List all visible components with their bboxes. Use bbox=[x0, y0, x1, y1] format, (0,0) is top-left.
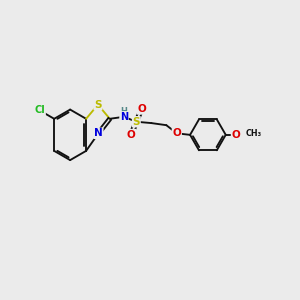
Text: N: N bbox=[120, 112, 128, 122]
Text: N: N bbox=[94, 128, 103, 138]
Text: Cl: Cl bbox=[34, 106, 45, 116]
Text: CH₃: CH₃ bbox=[246, 129, 262, 138]
Text: O: O bbox=[232, 130, 240, 140]
Text: S: S bbox=[133, 117, 140, 127]
Text: H: H bbox=[121, 107, 128, 116]
Text: O: O bbox=[137, 104, 146, 114]
Text: S: S bbox=[94, 100, 102, 110]
Text: O: O bbox=[127, 130, 136, 140]
Text: O: O bbox=[172, 128, 181, 138]
